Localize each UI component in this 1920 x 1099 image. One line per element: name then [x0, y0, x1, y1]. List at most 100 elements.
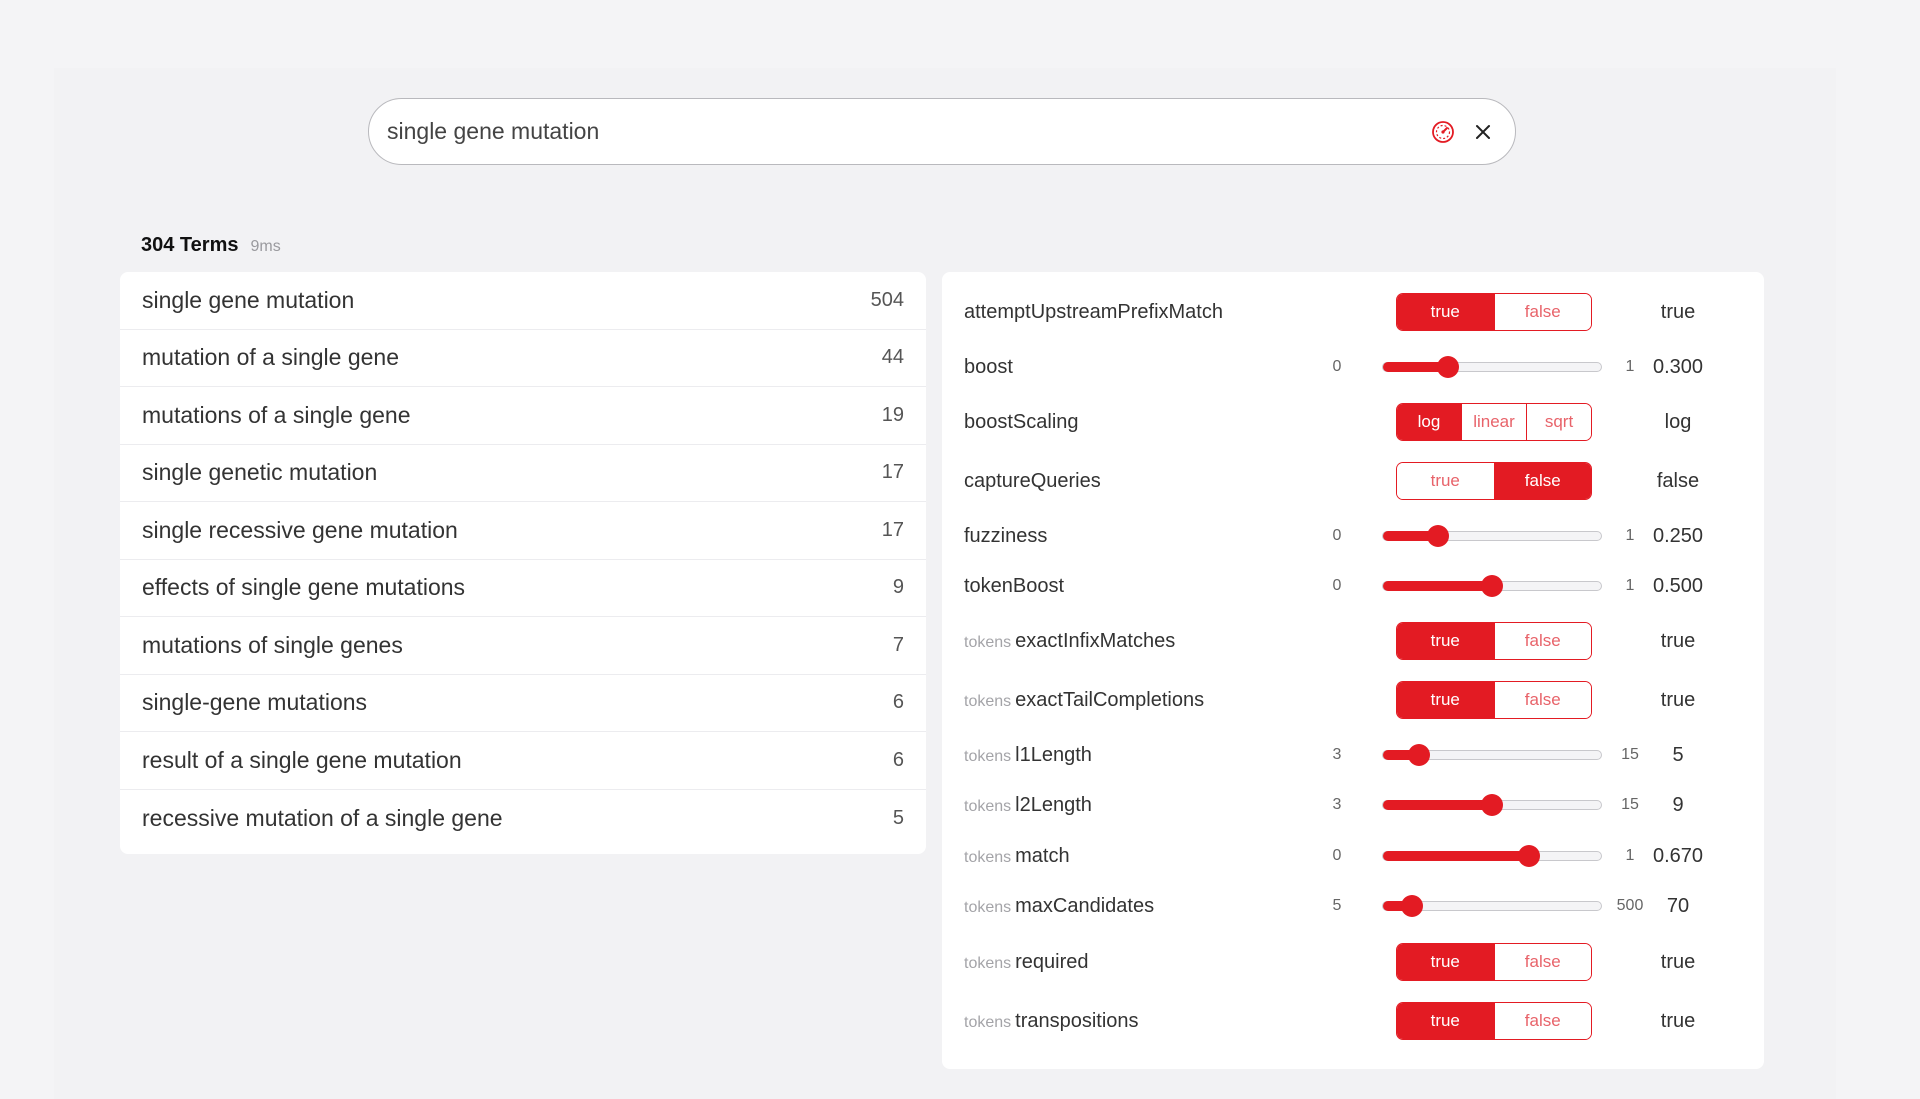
toggle-option-false[interactable]: false [1493, 682, 1591, 718]
slider-thumb[interactable] [1518, 845, 1541, 867]
toggle-option-true[interactable]: true [1397, 463, 1494, 499]
toggle-option-true[interactable]: true [1397, 623, 1494, 659]
setting-value: 0.670 [1652, 844, 1704, 867]
list-item[interactable]: mutations of single genes 7 [120, 617, 926, 675]
list-item[interactable]: single genetic mutation 17 [120, 445, 926, 502]
toggle-option-true[interactable]: true [1397, 944, 1494, 980]
toggle-group: true false [1396, 943, 1592, 981]
slider-max: 1 [1625, 358, 1635, 375]
setting-value: 0.500 [1652, 574, 1704, 597]
setting-row-boostScaling: boostScaling log linear sqrt log [942, 402, 1764, 442]
term-count-value: 9 [892, 576, 904, 599]
setting-label: boostScaling [964, 410, 1079, 433]
slider-max: 1 [1625, 577, 1635, 594]
slider-min: 3 [1332, 746, 1342, 763]
setting-name: captureQueries [964, 470, 1101, 493]
term-count-value: 5 [892, 806, 904, 829]
setting-label: maxCandidates [1015, 894, 1155, 917]
term-text: single genetic mutation [142, 459, 378, 486]
slider-track[interactable] [1382, 895, 1602, 917]
toggle-option-log[interactable]: log [1397, 404, 1461, 440]
slider-thumb[interactable] [1481, 794, 1503, 816]
setting-value: true [1660, 300, 1696, 323]
setting-name: tokens transpositions [964, 1010, 1139, 1033]
slider-thumb[interactable] [1400, 895, 1423, 917]
close-icon[interactable] [1469, 118, 1497, 146]
slider-thumb[interactable] [1437, 356, 1460, 378]
slider-track[interactable] [1382, 845, 1602, 867]
slider-track[interactable] [1382, 575, 1602, 597]
setting-row-attemptUpstreamPrefixMatch: attemptUpstreamPrefixMatch true false true [942, 292, 1764, 332]
term-count-value: 17 [881, 518, 904, 541]
toggle-group: true false [1396, 462, 1592, 500]
slider-max: 15 [1621, 746, 1639, 763]
term-text: recessive mutation of a single gene [142, 804, 503, 831]
slider-max: 1 [1625, 527, 1635, 544]
setting-value: true [1660, 629, 1696, 652]
setting-value: true [1660, 1009, 1696, 1032]
term-text: single recessive gene mutation [142, 516, 458, 543]
toggle-group: true false [1396, 1002, 1592, 1040]
list-item[interactable]: effects of single gene mutations 9 [120, 560, 926, 617]
toggle-option-false[interactable]: false [1493, 623, 1591, 659]
setting-label: fuzziness [964, 524, 1048, 547]
slider-track[interactable] [1382, 356, 1602, 378]
toggle-option-true[interactable]: true [1397, 294, 1494, 330]
setting-label: transpositions [1015, 1009, 1139, 1032]
list-item[interactable]: mutations of a single gene 19 [120, 387, 926, 445]
setting-row-boost: boost 0 1 0.300 [942, 347, 1764, 387]
setting-prefix: tokens [964, 848, 1012, 866]
setting-value: 0.250 [1652, 524, 1704, 547]
results-summary: 304 Terms 9ms [141, 234, 281, 257]
list-item[interactable]: single gene mutation 504 [120, 272, 926, 330]
list-item[interactable]: single-gene mutations 6 [120, 675, 926, 732]
toggle-group: true false [1396, 622, 1592, 660]
toggle-option-true[interactable]: true [1397, 682, 1494, 718]
slider-fill [1383, 851, 1530, 861]
slider-track[interactable] [1382, 525, 1602, 547]
list-item[interactable]: recessive mutation of a single gene 5 [120, 790, 926, 848]
slider-min: 0 [1332, 577, 1342, 594]
setting-name: tokens l2Length [964, 794, 1092, 817]
setting-row-tokenBoost: tokenBoost 0 1 0.500 [942, 566, 1764, 606]
list-item[interactable]: result of a single gene mutation 6 [120, 732, 926, 790]
term-count-value: 7 [892, 633, 904, 656]
list-item[interactable]: single recessive gene mutation 17 [120, 502, 926, 560]
list-item[interactable]: mutation of a single gene 44 [120, 330, 926, 387]
setting-row-exactInfixMatches: tokens exactInfixMatches true false true [942, 621, 1764, 661]
setting-value: true [1660, 950, 1696, 973]
term-count-value: 44 [881, 346, 904, 369]
term-count-value: 6 [892, 691, 904, 714]
term-text: effects of single gene mutations [142, 574, 466, 601]
setting-prefix: tokens [964, 692, 1012, 710]
setting-row-maxCandidates: tokens maxCandidates 5 500 70 [942, 886, 1764, 926]
toggle-option-linear[interactable]: linear [1461, 404, 1526, 440]
term-text: single-gene mutations [142, 689, 368, 716]
term-count: 304 Terms [141, 234, 239, 256]
setting-label: boost [964, 355, 1013, 378]
toggle-option-false[interactable]: false [1493, 944, 1591, 980]
slider-fill [1383, 531, 1438, 541]
slider-thumb[interactable] [1481, 575, 1503, 597]
toggle-option-false[interactable]: false [1493, 463, 1591, 499]
toggle-group: true false [1396, 681, 1592, 719]
slider-min: 0 [1332, 847, 1342, 864]
speedometer-icon[interactable] [1429, 118, 1457, 146]
setting-name: tokens match [964, 845, 1070, 868]
setting-label: l1Length [1015, 743, 1092, 766]
slider-thumb[interactable] [1408, 744, 1431, 766]
setting-value: true [1660, 688, 1696, 711]
slider-fill [1383, 750, 1420, 760]
toggle-option-true[interactable]: true [1397, 1003, 1494, 1039]
toggle-option-sqrt[interactable]: sqrt [1526, 404, 1591, 440]
setting-prefix: tokens [964, 898, 1012, 916]
search-input[interactable] [387, 118, 1417, 145]
toggle-option-false[interactable]: false [1493, 294, 1591, 330]
slider-track[interactable] [1382, 794, 1602, 816]
toggle-option-false[interactable]: false [1493, 1003, 1591, 1039]
setting-label: required [1015, 950, 1089, 973]
slider-thumb[interactable] [1426, 525, 1449, 547]
slider-track[interactable] [1382, 744, 1602, 766]
setting-label: match [1015, 844, 1070, 867]
search-bar [368, 98, 1516, 165]
